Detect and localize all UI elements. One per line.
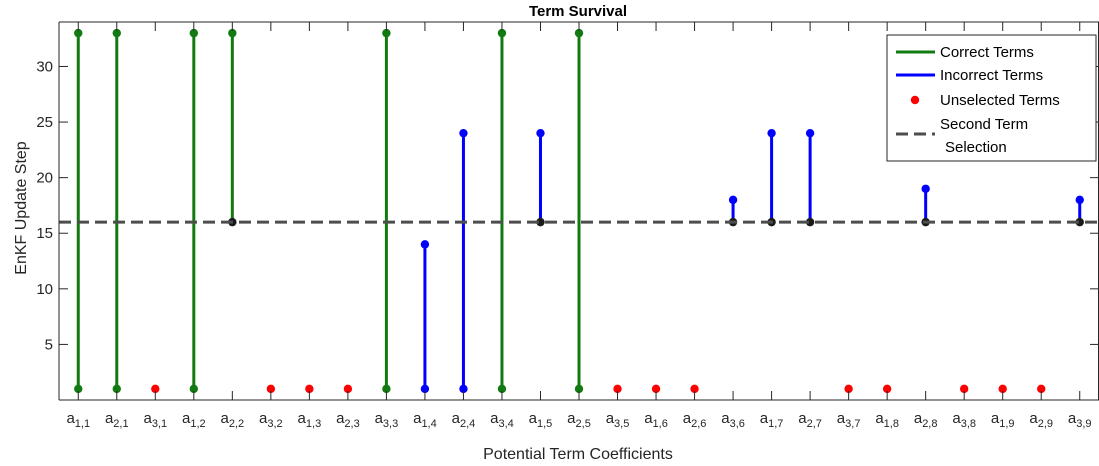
x-tick-label-3-7: a3,7 [837,410,861,430]
incorrect-start-marker-1-5 [536,217,545,227]
legend-label-3-1: Selection [945,139,1007,156]
legend-dot-2 [910,95,920,105]
y-tick-label-5: 5 [45,336,53,353]
unselected-marker-3-8 [959,384,969,394]
x-tick-label-2-2: a2,2 [221,410,245,430]
incorrect-end-marker-3-9 [1075,195,1084,205]
legend-label-0: Correct Terms [940,44,1034,61]
legend-box [886,34,1097,162]
x-tick-label-3-6: a3,6 [721,410,745,430]
x-tick-label-1-5: a1,5 [529,410,553,430]
y-tick-label-30: 30 [36,58,53,75]
y-tick-label-25: 25 [36,114,53,131]
correct-end-marker-3-4 [497,28,507,38]
x-tick-label-3-4: a3,4 [490,410,514,430]
x-tick-label-1-4: a1,4 [413,410,437,430]
axes-group: 5 10 15 20 25 30 a1,1 a2,1 a3,1 a1,2 a2,2 a3,2 a1,3 a… [36,21,1099,430]
unselected-marker-1-6 [651,384,661,394]
incorrect-end-marker-1-5 [536,128,545,138]
x-tick-label-1-9: a1,9 [991,410,1015,430]
x-tick-label-2-1: a2,1 [105,410,129,430]
unselected-marker-2-6 [690,384,699,394]
correct-end-marker-2-1 [112,28,121,38]
unselected-marker-2-9 [1037,384,1046,394]
x-tick-label-3-3: a3,3 [375,410,399,430]
correct-start-marker-3-3 [382,384,391,394]
x-tick-label-1-2: a1,2 [182,410,206,430]
y-tick-label-20: 20 [36,170,53,187]
x-tick-label-1-7: a1,7 [760,410,784,430]
x-tick-label-1-1: a1,1 [66,410,90,430]
x-tick-label-2-7: a2,7 [798,410,822,430]
x-tick-label-3-2: a3,2 [259,410,283,430]
x-tick-label-1-8: a1,8 [875,410,899,430]
x-tick-label-3-8: a3,8 [952,410,976,430]
incorrect-start-marker-2-7 [805,217,815,227]
unselected-marker-1-3 [305,384,314,394]
legend: Correct Terms Incorrect Terms Unselected T… [886,34,1097,162]
x-tick-label-1-6: a1,6 [644,410,668,430]
correct-end-marker-1-1 [74,28,83,38]
correct-start-marker-3-4 [497,384,507,394]
y-tick-label-10: 10 [36,281,53,298]
x-tick-label-2-6: a2,6 [683,410,707,430]
x-tick-label-2-9: a2,9 [1029,410,1053,430]
correct-end-marker-3-3 [382,28,391,38]
chart-title: Term Survival [529,3,627,20]
correct-end-marker-2-5 [574,28,584,38]
correct-start-marker-2-5 [574,384,584,394]
x-tick-label-3-5: a3,5 [606,410,630,430]
incorrect-start-marker-1-4 [420,384,430,394]
incorrect-end-marker-3-6 [728,195,738,205]
legend-label-1: Incorrect Terms [940,67,1043,84]
incorrect-start-marker-3-9 [1075,217,1084,227]
y-axis-title: EnKF Update Step [13,141,30,275]
x-axis-title: Potential Term Coefficients [483,446,673,463]
x-tick-label-2-3: a2,3 [336,410,360,430]
x-tick-label-2-5: a2,5 [567,410,591,430]
incorrect-end-marker-2-8 [921,184,930,193]
legend-label-3-0: Second Term [940,116,1028,133]
unselected-marker-3-5 [613,384,622,394]
x-tick-label-3-1: a3,1 [143,410,167,430]
legend-label-2: Unselected Terms [940,92,1060,109]
x-tick-label-3-9: a3,9 [1068,410,1092,430]
incorrect-start-marker-2-4 [459,384,468,394]
incorrect-end-marker-1-4 [420,240,430,249]
stems-group [59,28,1099,394]
x-tick-label-1-3: a1,3 [298,410,322,430]
x-tick-label-2-8: a2,8 [914,410,938,430]
incorrect-end-marker-1-7 [767,128,776,138]
unselected-marker-3-7 [844,384,853,394]
unselected-marker-3-2 [266,384,276,394]
unselected-marker-1-9 [998,384,1007,394]
y-tick-label-15: 15 [36,225,53,242]
correct-start-marker-1-1 [74,384,83,394]
correct-end-marker-1-2 [189,28,199,38]
correct-start-marker-1-2 [189,384,199,394]
correct-start-marker-2-1 [112,384,121,394]
x-tick-label-2-4: a2,4 [452,410,476,430]
unselected-marker-2-3 [343,384,353,394]
incorrect-end-marker-2-4 [459,128,468,138]
correct-end-marker-2-2 [228,28,237,38]
unselected-marker-3-1 [151,384,160,394]
unselected-marker-1-8 [882,384,892,394]
incorrect-end-marker-2-7 [805,128,815,138]
